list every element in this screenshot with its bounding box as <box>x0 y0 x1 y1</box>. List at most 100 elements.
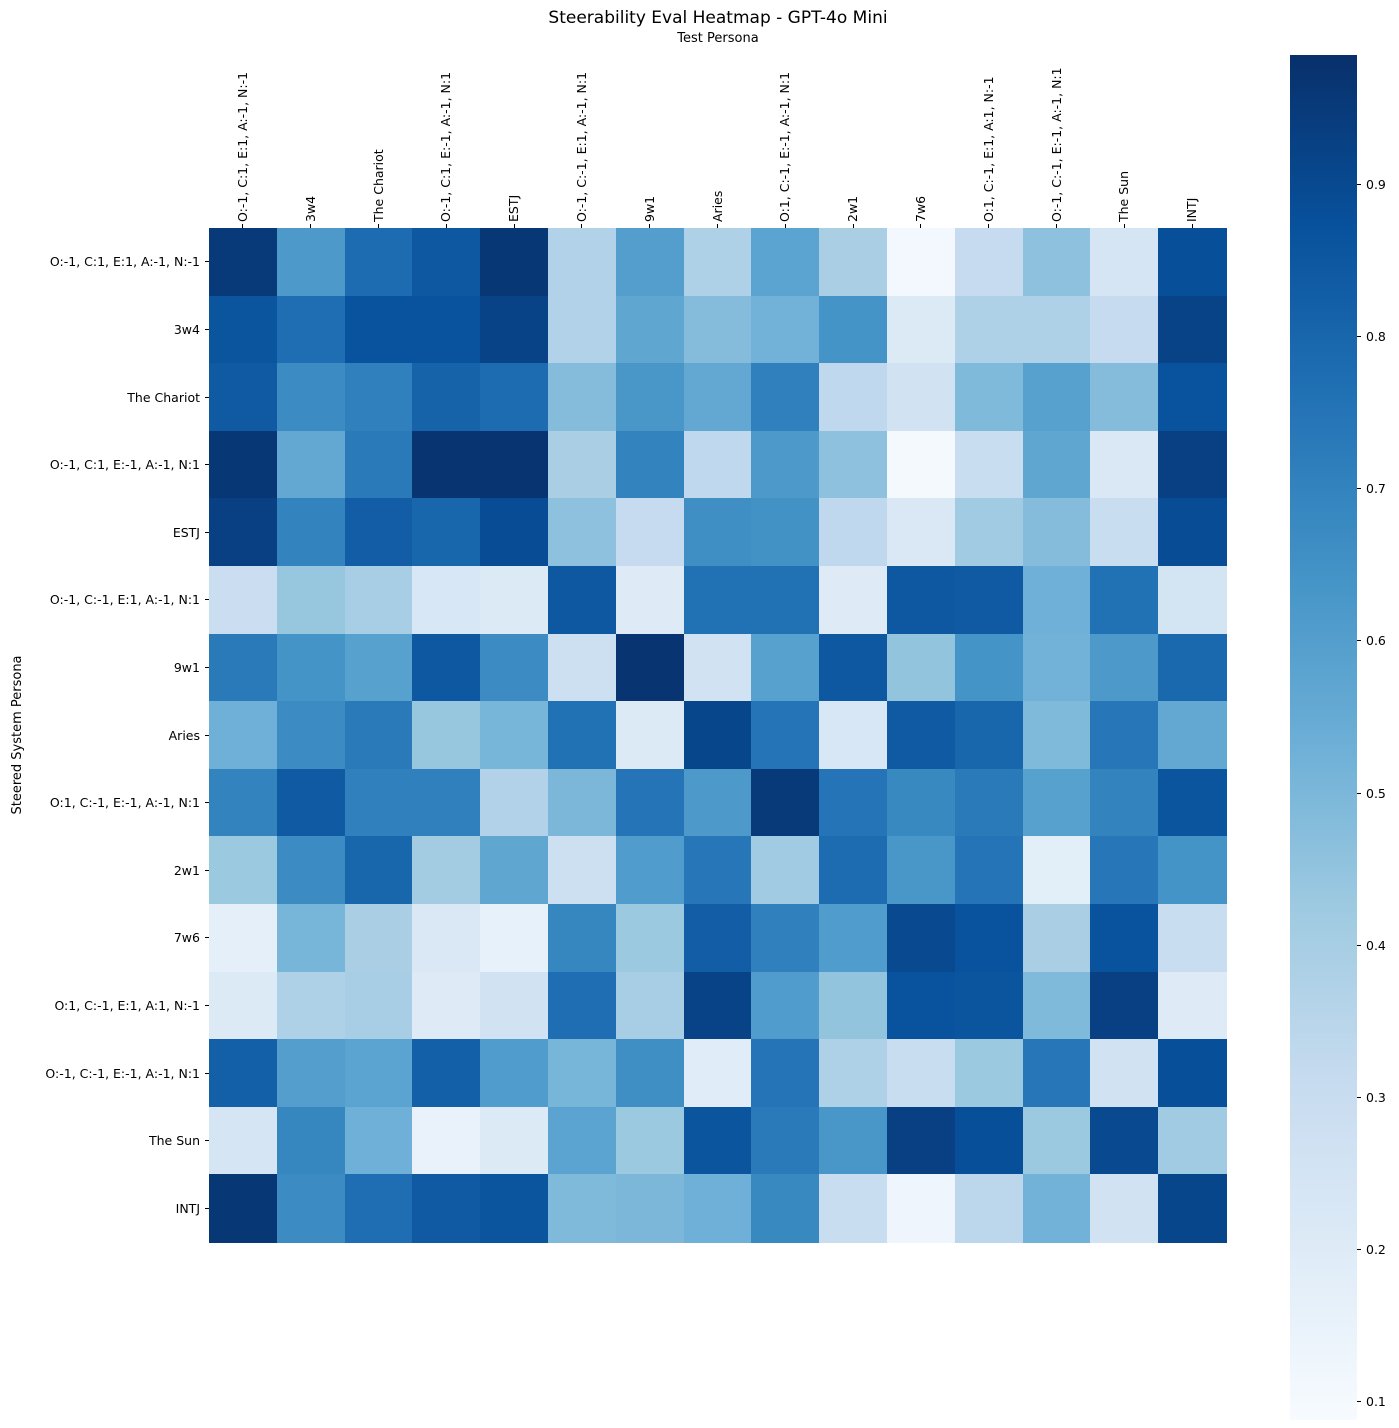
heatmap-cell <box>276 498 346 567</box>
heatmap-cell <box>1022 228 1091 297</box>
colorbar-tick-label: 0.2 <box>1366 1242 1386 1258</box>
heatmap-cell <box>751 971 820 1040</box>
heatmap-cell <box>1022 363 1091 432</box>
y-axis-title: Steered System Persona <box>10 655 25 815</box>
heatmap-cell <box>887 363 956 432</box>
heatmap-cell <box>615 836 685 905</box>
y-tick-label: The Sun <box>148 1133 200 1149</box>
heatmap-cell <box>1022 498 1091 567</box>
colorbar <box>1290 55 1357 1420</box>
heatmap-cell <box>954 701 1024 770</box>
x-tickmark <box>581 224 583 228</box>
y-tick-label: O:-1, C:1, E:-1, A:-1, N:1 <box>49 457 200 473</box>
heatmap-cell <box>1090 768 1159 837</box>
heatmap-cell <box>480 566 549 635</box>
y-tickmark <box>205 261 209 263</box>
heatmap-cell <box>683 971 752 1040</box>
heatmap-cell <box>209 836 278 905</box>
heatmap-cell <box>1158 1174 1227 1243</box>
heatmap-cell <box>954 498 1024 567</box>
heatmap-cell <box>751 295 820 364</box>
heatmap-cell <box>819 363 888 432</box>
heatmap-cell <box>751 228 820 297</box>
heatmap-cell <box>683 1106 752 1175</box>
heatmap-cell <box>480 1174 549 1243</box>
y-tickmark <box>205 869 209 871</box>
heatmap-cell <box>887 228 956 297</box>
heatmap-cell <box>887 566 956 635</box>
heatmap-cell <box>1090 633 1159 702</box>
heatmap-cell <box>683 295 752 364</box>
heatmap-cell <box>1090 1039 1159 1108</box>
heatmap-cell <box>683 363 752 432</box>
heatmap-cell <box>615 1039 685 1108</box>
colorbar-tickmark <box>1357 1401 1361 1403</box>
heatmap-cell <box>1022 566 1091 635</box>
x-tickmark <box>717 224 718 228</box>
heatmap-cell <box>1090 971 1159 1040</box>
heatmap-cell <box>276 768 346 837</box>
heatmap-cell <box>344 1174 413 1243</box>
heatmap-cell <box>1090 1174 1159 1243</box>
heatmap-cell <box>1022 971 1091 1040</box>
heatmap-cell <box>615 295 685 364</box>
y-tick-label: O:-1, C:-1, E:-1, A:-1, N:1 <box>45 1065 200 1081</box>
heatmap-cell <box>1158 498 1227 567</box>
heatmap-cell <box>209 430 278 499</box>
heatmap-cell <box>276 363 346 432</box>
heatmap-cell <box>480 1106 549 1175</box>
heatmap-cell <box>1090 430 1159 499</box>
heatmap-grid <box>209 228 1227 1243</box>
heatmap-cell <box>954 566 1024 635</box>
y-tick-label: 9w1 <box>173 659 200 675</box>
colorbar-tick-label: 0.4 <box>1366 937 1386 953</box>
heatmap-cell <box>751 1174 820 1243</box>
heatmap-cell <box>887 836 956 905</box>
heatmap-cell <box>412 566 481 635</box>
heatmap-cell <box>548 363 617 432</box>
heatmap-cell <box>954 1174 1024 1243</box>
heatmap-cell <box>819 904 888 973</box>
heatmap-cell <box>615 498 685 567</box>
y-tickmark <box>205 734 209 736</box>
heatmap-cell <box>209 1039 278 1108</box>
colorbar-tickmark <box>1357 488 1361 490</box>
heatmap-cell <box>1158 1106 1227 1175</box>
heatmap-cell <box>1090 295 1159 364</box>
x-axis-title: Test Persona <box>677 31 759 46</box>
heatmap-cell <box>412 295 481 364</box>
heatmap-cell <box>480 971 549 1040</box>
heatmap-cell <box>480 768 549 837</box>
heatmap-cell <box>412 971 481 1040</box>
heatmap-cell <box>1158 768 1227 837</box>
heatmap-cell <box>615 971 685 1040</box>
heatmap-cell <box>209 633 278 702</box>
heatmap-cell <box>344 498 413 567</box>
heatmap-cell <box>548 701 617 770</box>
y-tick-label: 3w4 <box>173 321 200 337</box>
heatmap-cell <box>751 430 820 499</box>
x-tickmark <box>649 224 651 228</box>
heatmap-cell <box>548 295 617 364</box>
heatmap-cell <box>887 1174 956 1243</box>
heatmap-cell <box>548 768 617 837</box>
x-tickmark <box>1191 224 1193 228</box>
heatmap-cell <box>1022 768 1091 837</box>
heatmap-cell <box>887 971 956 1040</box>
x-tickmark <box>445 224 447 228</box>
heatmap-cell <box>751 904 820 973</box>
heatmap-cell <box>1022 295 1091 364</box>
heatmap-cell <box>412 1039 481 1108</box>
heatmap-cell <box>1022 430 1091 499</box>
heatmap-cell <box>683 1174 752 1243</box>
heatmap-cell <box>1022 904 1091 973</box>
y-tick-label: O:-1, C:-1, E:1, A:-1, N:1 <box>49 592 200 608</box>
heatmap-cell <box>276 1106 346 1175</box>
x-tick-label: O:-1, C:1, E:1, A:-1, N:-1 <box>234 71 250 222</box>
heatmap-cell <box>615 228 685 297</box>
heatmap-cell <box>751 633 820 702</box>
y-tickmark <box>205 802 209 804</box>
x-tick-label: ESTJ <box>506 194 522 222</box>
heatmap-cell <box>344 971 413 1040</box>
heatmap-cell <box>819 1106 888 1175</box>
